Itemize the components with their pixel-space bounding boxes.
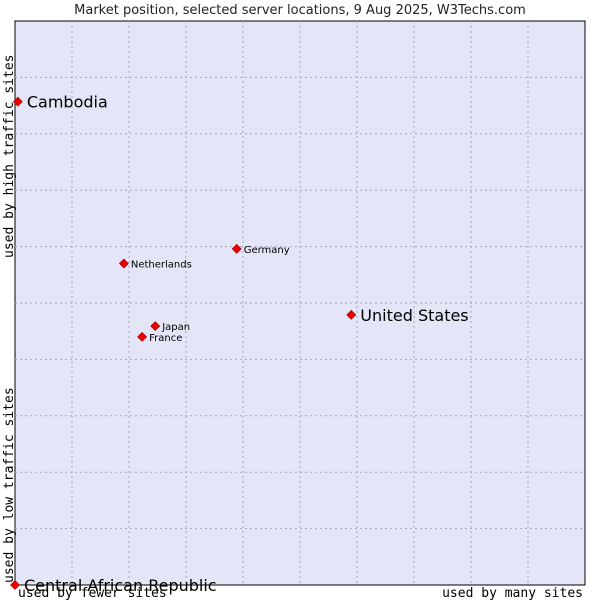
point-marker-france	[137, 331, 148, 342]
point-label-central-african-republic: Central African Republic	[24, 576, 217, 595]
x-axis-label-left: used by fewer sites	[18, 586, 167, 600]
point-label-germany: Germany	[244, 245, 290, 256]
point-marker-japan	[150, 321, 161, 332]
point-label-cambodia: Cambodia	[27, 93, 108, 112]
chart-title: Market position, selected server locatio…	[74, 3, 526, 18]
point-label-japan: Japan	[161, 322, 190, 333]
x-axis-label-right: used by many sites	[442, 586, 583, 600]
y-axis-label-bottom: used by low traffic sites	[2, 387, 17, 583]
point-marker-united-states	[346, 309, 357, 320]
point-marker-germany	[231, 243, 242, 254]
point-marker-central-african-republic	[10, 580, 20, 590]
grid-lines	[15, 21, 585, 585]
data-points: Cambodia Germany Netherlands United States J…	[10, 93, 469, 595]
y-axis-label-top: used by high traffic sites	[2, 55, 17, 259]
point-label-france: France	[149, 333, 182, 344]
point-label-netherlands: Netherlands	[131, 260, 192, 271]
point-label-united-states: United States	[360, 306, 468, 325]
point-marker-cambodia	[12, 96, 23, 107]
point-marker-netherlands	[118, 258, 129, 269]
